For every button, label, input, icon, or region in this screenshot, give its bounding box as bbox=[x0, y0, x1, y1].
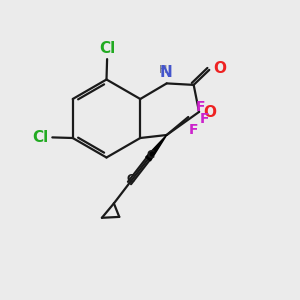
Text: Cl: Cl bbox=[32, 130, 49, 145]
Text: C: C bbox=[127, 173, 135, 184]
Text: O: O bbox=[204, 105, 217, 120]
Polygon shape bbox=[146, 135, 167, 161]
Text: C: C bbox=[146, 150, 154, 160]
Text: Cl: Cl bbox=[99, 41, 115, 56]
Text: H: H bbox=[159, 65, 167, 75]
Text: F: F bbox=[196, 100, 206, 113]
Text: F: F bbox=[189, 123, 198, 136]
Text: O: O bbox=[213, 61, 226, 76]
Text: F: F bbox=[200, 112, 209, 125]
Text: N: N bbox=[160, 65, 172, 80]
